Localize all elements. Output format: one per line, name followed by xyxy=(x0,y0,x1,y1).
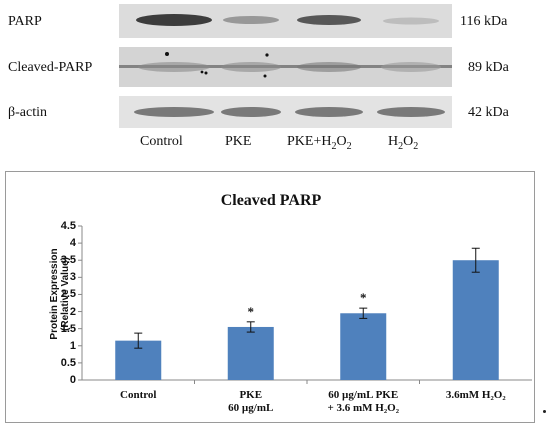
blot-strip-parp xyxy=(119,4,452,38)
x-category-line1: 60 µg/mL PKE xyxy=(328,389,399,401)
x-category-line2: 60 µg/mL xyxy=(228,402,274,414)
lane-label-pke-h2o2-sub1: 2 xyxy=(331,140,337,152)
kda-beta-actin: 42 kDa xyxy=(468,105,509,120)
row-label-parp: PARP xyxy=(8,14,42,29)
blot-strip-beta-actin-bands xyxy=(134,107,445,117)
kda-cleaved-parp: 89 kDa xyxy=(468,60,509,75)
stray-dot xyxy=(543,410,546,413)
x-category-line1: 3.6mM H₂O₂ xyxy=(445,389,506,401)
blot-strip-parp-bands xyxy=(136,14,439,26)
x-category-label: Control xyxy=(120,389,156,402)
lane-label-pke-h2o2-tail: O xyxy=(336,134,347,149)
lane-label-h2o2: H2O2 xyxy=(388,134,418,155)
y-tick-label: 3 xyxy=(69,271,76,284)
lane-label-pke-h2o2: PKE+H2O2 xyxy=(287,134,352,155)
lane-label-pke: PKE xyxy=(225,134,251,150)
y-tick-label: 0.5 xyxy=(60,356,76,369)
y-tick-label: 2 xyxy=(69,305,76,318)
lane-label-h2o2-text: H xyxy=(388,134,399,149)
x-category-label: PKE 60 µg/mL xyxy=(228,389,273,415)
lane-label-control-text: Control xyxy=(140,134,183,149)
y-tick-label: 2.5 xyxy=(60,288,76,301)
row-label-cleaved-parp: Cleaved-PARP xyxy=(8,60,93,75)
lane-label-h2o2-sub2: 2 xyxy=(413,140,419,152)
kda-parp: 116 kDa xyxy=(460,14,508,29)
significance-star: * xyxy=(247,303,255,319)
y-tick-label: 0 xyxy=(69,374,76,386)
blot-strip-cleaved-parp xyxy=(119,47,452,87)
x-category-line2: + 3.6 mM H₂O₂ xyxy=(327,402,400,414)
x-category-label: 3.6mM H₂O₂ xyxy=(446,389,506,402)
lane-label-pke-h2o2-sub2: 2 xyxy=(346,140,352,152)
lane-label-h2o2-tail: O xyxy=(403,134,414,149)
y-tick-label: 4 xyxy=(69,237,76,250)
chart-frame: Cleaved PARP xyxy=(5,171,535,423)
x-category-line1: Control xyxy=(120,389,157,401)
lane-label-pke-h2o2-text: PKE+H xyxy=(287,134,332,149)
blot-strip-beta-actin xyxy=(119,96,452,128)
x-category-line1: PKE xyxy=(239,389,263,401)
x-category-label: 60 µg/mL PKE + 3.6 mM H₂O₂ xyxy=(327,389,399,415)
lane-label-pke-text: PKE xyxy=(225,134,252,149)
significance-star: * xyxy=(360,290,367,306)
y-tick-label: 1.5 xyxy=(60,322,76,335)
lane-label-h2o2-sub1: 2 xyxy=(398,140,404,152)
chart-title: Cleaved PARP xyxy=(220,192,322,209)
lane-label-control: Control xyxy=(140,134,183,150)
y-tick-label: 4.5 xyxy=(60,220,76,232)
row-label-beta-actin: β-actin xyxy=(8,105,47,120)
blot-strip-cleaved-parp-bands xyxy=(119,52,452,78)
y-tick-label: 3.5 xyxy=(60,254,76,267)
y-tick-label: 1 xyxy=(69,339,76,352)
